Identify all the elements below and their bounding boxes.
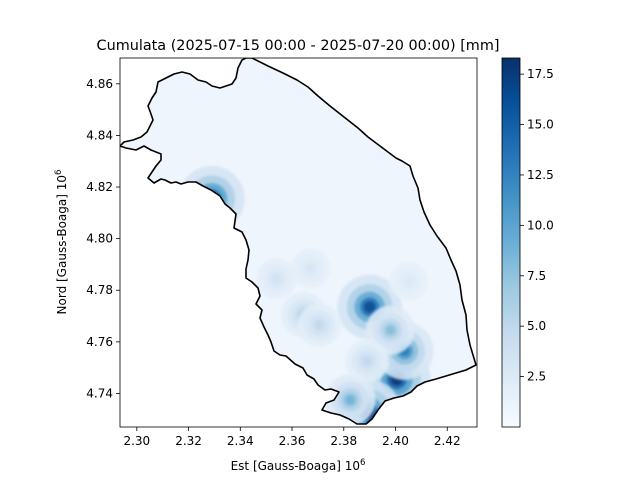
colorbar-tick-label: 15.0 (527, 118, 554, 132)
rain-peak-ring (386, 325, 395, 335)
chart-title: Cumulata (2025-07-15 00:00 - 2025-07-20 … (97, 38, 500, 54)
colorbar-tick-label: 10.0 (527, 218, 554, 232)
region-outline (120, 58, 477, 425)
rain-peak-ring (306, 264, 314, 272)
colorbar-tick-label: 12.5 (527, 168, 554, 182)
axes-frame (119, 57, 478, 428)
x-axis-scale: 10 (345, 459, 360, 473)
rain-peak-ring (315, 321, 324, 329)
y-axis-label: Nord [Gauss-Boaga] 106 (54, 170, 69, 315)
colorbar-ticks: 2.5 5.0 7.5 10.0 12.5 15.0 17.5 (520, 67, 554, 384)
rain-peak-ring (405, 277, 412, 285)
y-axis-scale-exponent: 6 (54, 170, 64, 175)
x-tick-label: 2.30 (123, 434, 150, 448)
y-tick-label: 4.78 (86, 283, 113, 297)
rain-peak (256, 258, 297, 299)
x-axis: 2.30 2.32 2.34 2.36 2.38 2.40 2.42 (123, 427, 461, 448)
x-tick-label: 2.42 (434, 434, 461, 448)
y-axis-scale: 10 (55, 175, 69, 190)
rain-peak (290, 248, 330, 289)
y-tick-label: 4.74 (86, 386, 113, 400)
x-tick-label: 2.36 (279, 434, 306, 448)
x-tick-label: 2.40 (382, 434, 409, 448)
rain-peak (297, 303, 341, 347)
rain-peak (365, 305, 415, 355)
colorbar-tick-label: 7.5 (527, 269, 546, 283)
y-axis: 4.74 4.76 4.78 4.80 4.82 4.84 4.86 (86, 77, 120, 400)
colorbar-gradient (501, 57, 521, 428)
rain-peak-ring (345, 395, 355, 405)
rain-peak (324, 374, 376, 424)
rain-peak-ring (363, 357, 371, 366)
y-tick-label: 4.80 (86, 232, 113, 246)
x-axis-label: Est [Gauss-Boaga] 106 (231, 458, 366, 473)
y-tick-label: 4.82 (86, 180, 113, 194)
colorbar-tick-label: 17.5 (527, 67, 554, 81)
colorbar-tick-label: 5.0 (527, 319, 546, 333)
rain-peak (345, 339, 389, 383)
plot-area: 2.30 2.32 2.34 2.36 2.38 2.40 2.42 4.744.764.7… (86, 57, 478, 448)
y-tick-label: 4.84 (86, 128, 113, 142)
colorbar-tick-label: 2.5 (527, 370, 546, 384)
colorbar: 2.5 5.0 7.5 10.0 12.5 15.0 17.5 (501, 57, 554, 428)
x-axis-scale-exponent: 6 (360, 458, 365, 468)
y-tick-label: 4.76 (86, 335, 113, 349)
rain-peak-ring (363, 301, 376, 313)
rain-peak (389, 261, 428, 301)
rain-peak-ring (272, 275, 281, 283)
x-tick-label: 2.34 (227, 434, 254, 448)
y-tick-label: 4.86 (86, 77, 113, 91)
x-axis-label-text: Est [Gauss-Boaga] (231, 459, 341, 473)
x-tick-label: 2.32 (175, 434, 202, 448)
x-tick-label: 2.38 (330, 434, 357, 448)
y-axis-label-text: Nord [Gauss-Boaga] (55, 194, 69, 314)
